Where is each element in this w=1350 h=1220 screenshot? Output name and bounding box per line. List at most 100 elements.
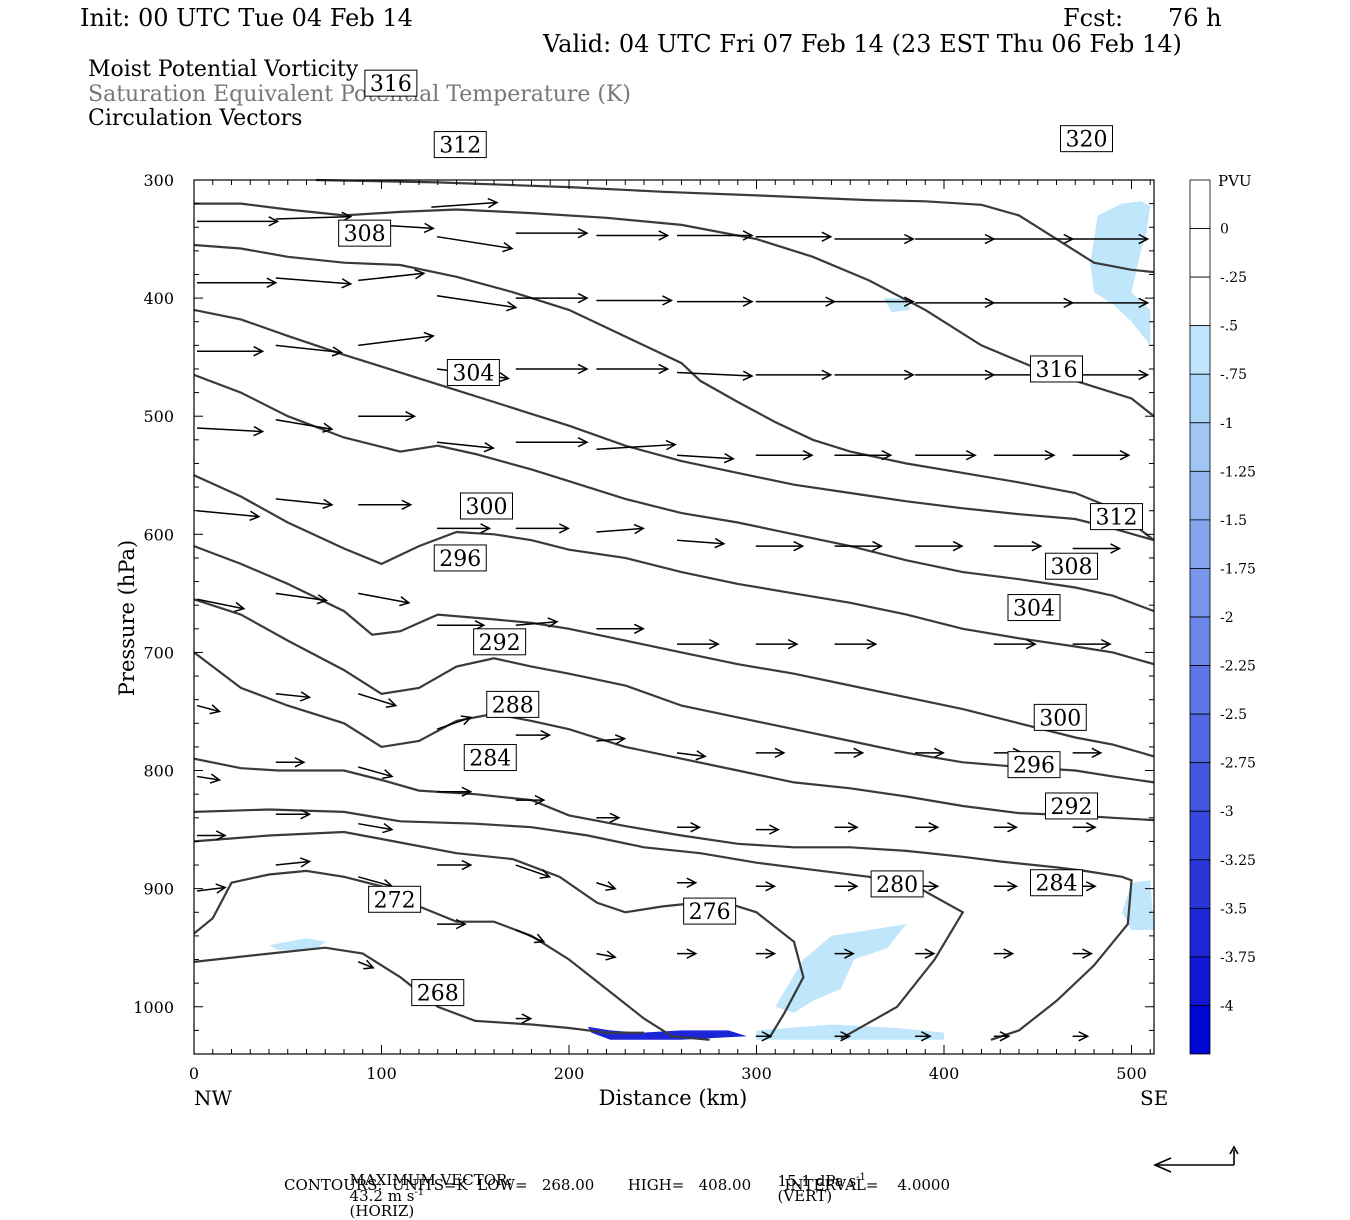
vector-arrow-120 (357, 959, 375, 970)
axes: 0 100 200 300 400 500 300 400 500 600 700 800 900 100… (133, 171, 1155, 1083)
vector-head-81 (933, 747, 945, 759)
vector-arrow-116 (834, 948, 855, 959)
vector-head-33 (903, 369, 915, 381)
vector-head-12 (1138, 233, 1150, 245)
vector-arrow-10 (915, 233, 996, 245)
contour-288 (193, 651, 1155, 822)
vector-head-68 (787, 638, 799, 650)
vector-shaft-38 (275, 419, 333, 430)
vector-arrow-63 (358, 592, 411, 607)
contour-label-288: 288 (486, 690, 540, 718)
vector-arrow-94 (993, 822, 1019, 833)
vector-arrow-118 (993, 948, 1015, 959)
x-tick-label-200: 200 (554, 1064, 585, 1083)
vector-shaft-120 (357, 961, 374, 969)
vector-shaft-113 (596, 952, 616, 958)
vector-head-66 (633, 623, 645, 635)
vector-arrow-81 (915, 747, 945, 759)
contour-label-268-box (411, 979, 465, 1007)
colorbar-bin-0 (1189, 179, 1211, 229)
y-tick-label-900: 900 (143, 880, 174, 899)
vector-head-18 (662, 295, 674, 306)
vector-arrow-52 (437, 523, 492, 534)
vector-arrow-108 (196, 883, 227, 894)
vector-arrow-45 (834, 449, 893, 461)
vector-arrow-47 (993, 449, 1056, 461)
vector-arrow-40 (436, 441, 495, 453)
vector-arrow-71 (1072, 638, 1112, 650)
contour-label-316-b0-text: 316 (1036, 358, 1078, 383)
vector-arrow-77 (596, 734, 627, 745)
vector-head-121 (521, 1013, 533, 1024)
vector-arrow-42 (596, 439, 677, 451)
vector-arrow-99 (437, 859, 473, 871)
vector-head-64 (474, 620, 486, 631)
contour-label-272: 272 (368, 885, 422, 913)
contour-label-296-text: 296 (439, 547, 481, 572)
vector-arrow-100 (515, 864, 552, 879)
colorbar-bin-16 (1189, 956, 1211, 1006)
vector-shaft-61 (196, 598, 245, 610)
vector-arrow-119 (1072, 948, 1094, 959)
contour-label-312: 312 (433, 131, 487, 159)
field-title-vectors: Circulation Vectors (88, 106, 303, 131)
vector-head-80 (853, 747, 865, 759)
vector-head-99 (461, 859, 473, 871)
contour-label-316: 316 (364, 69, 418, 97)
vector-arrow-117 (915, 948, 936, 959)
vector-arrow-106 (993, 881, 1019, 892)
contour-label-316-b0: 316 (1030, 355, 1083, 383)
vector-shaft-40 (436, 441, 494, 449)
contour-label-292-text: 292 (479, 631, 521, 656)
vector-head-13 (266, 277, 278, 288)
vector-head-74 (385, 698, 398, 708)
vector-head-37 (253, 425, 265, 437)
vector-shaft-84 (196, 775, 220, 781)
vector-arrow-22 (915, 297, 996, 309)
contour-label-312-b1: 312 (1090, 503, 1143, 531)
vector-arrow-75 (436, 715, 473, 730)
contour-label-308-text: 308 (344, 222, 386, 247)
contour-label-296-b5-box (1007, 751, 1061, 779)
vector-head-114 (686, 948, 698, 959)
vector-shaft-100 (515, 864, 550, 878)
vector-arrow-17 (515, 292, 589, 304)
x-tick-label-500: 500 (1116, 1064, 1147, 1083)
circulation-vectors (196, 197, 1150, 1042)
contour-label-312-box (433, 131, 487, 159)
vector-head-111 (455, 918, 467, 930)
vector-shaft-1 (275, 215, 351, 220)
contour-label-308: 308 (338, 219, 392, 247)
contour-label-284-text: 284 (469, 747, 511, 772)
vector-head-90 (690, 822, 702, 833)
vector-arrow-65 (515, 617, 559, 628)
contour-label-292-box (473, 628, 527, 656)
colorbar-bin-6 (1189, 470, 1211, 521)
vector-head-69 (866, 638, 878, 650)
contour-label-284-b7: 284 (1030, 869, 1083, 897)
colorbar-label-6: -1.5 (1220, 513, 1247, 529)
vector-shaft-27 (358, 335, 434, 347)
vector-arrow-101 (596, 881, 617, 892)
vector-arrow-62 (275, 592, 329, 605)
nw-label: NW (194, 1086, 233, 1110)
max-vector-label: MAXIMUM VECTOR: (349, 1171, 513, 1189)
vector-arrow-80 (834, 747, 865, 759)
vector-shaft-108 (196, 886, 226, 892)
vector-arrow-73 (275, 691, 312, 702)
contour-label-268: 268 (411, 979, 465, 1007)
contour-label-292-b6: 292 (1045, 792, 1098, 820)
vector-arrow-124 (915, 1031, 932, 1042)
vector-head-2 (423, 222, 435, 234)
vector-shaft-50 (275, 498, 333, 506)
vector-shaft-98 (358, 822, 393, 831)
vector-shaft-31 (676, 371, 753, 377)
contour-label-320-box (1060, 125, 1113, 153)
vector-arrow-0 (197, 216, 280, 227)
contour-label-296: 296 (433, 544, 487, 572)
vector-shaft-75 (436, 716, 471, 730)
vector-arrow-27 (358, 331, 435, 347)
contour-label-284: 284 (463, 744, 517, 772)
vector-arrow-111 (437, 918, 467, 930)
